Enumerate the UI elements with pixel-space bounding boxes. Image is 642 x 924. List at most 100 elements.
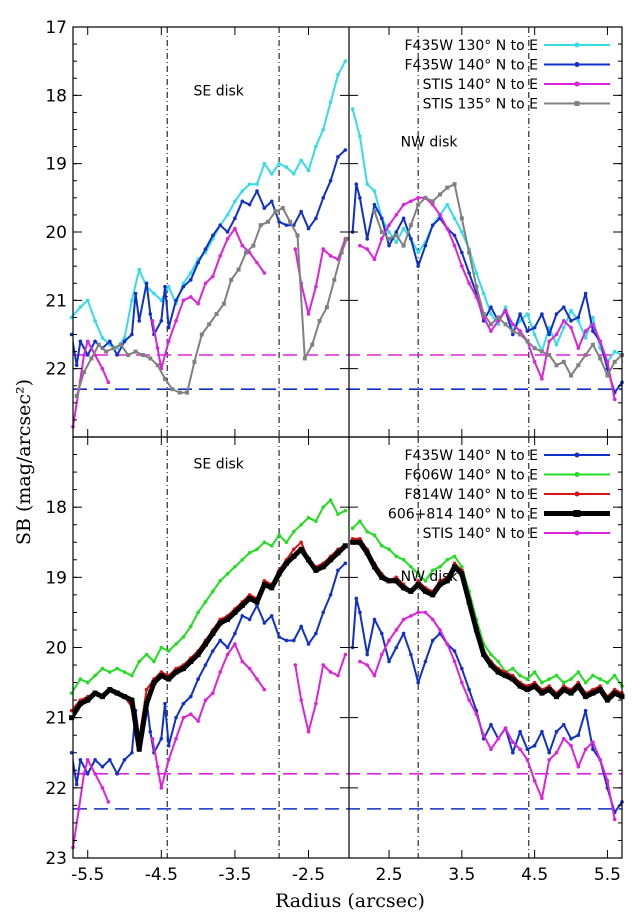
data-point-1-0-left-25 — [225, 645, 230, 650]
legend-label-0-3: STIS 135° N to E — [423, 97, 538, 113]
data-point-1-3-left-12 — [158, 673, 164, 679]
data-point-1-0-right-26 — [532, 743, 537, 748]
data-point-0-3-left-12 — [163, 376, 167, 381]
data-point-0-2-right-6 — [401, 202, 406, 207]
data-point-0-1-right-10 — [416, 264, 420, 268]
annotation-nw-disk-1: NW disk — [401, 569, 459, 585]
data-point-1-0-left-7 — [115, 772, 119, 776]
data-point-0-3-right-7 — [423, 195, 428, 200]
data-point-0-3-left-10 — [148, 356, 153, 361]
data-point-1-0-right-28 — [547, 750, 551, 755]
data-point-0-2-right-1 — [365, 247, 370, 251]
data-point-0-1-left-7 — [115, 353, 119, 357]
data-point-1-1-right-7 — [401, 557, 406, 562]
data-point-1-2-right-27 — [547, 684, 551, 688]
data-point-0-0-left-15 — [181, 281, 186, 286]
data-point-1-3-right-9 — [415, 581, 421, 587]
data-point-0-0-left-8 — [130, 298, 134, 303]
data-point-0-0-right-19 — [489, 312, 493, 316]
legend-label-1-1: F606W 140° N to E — [404, 468, 538, 484]
data-point-1-1-right-14 — [452, 554, 457, 559]
data-point-0-3-right-27 — [569, 373, 574, 378]
data-point-1-3-right-1 — [357, 539, 363, 545]
data-point-0-1-right-11 — [423, 243, 428, 248]
data-point-0-1-left-39 — [328, 178, 333, 183]
data-point-0-2-left-24 — [262, 271, 267, 275]
data-point-1-4-right-25 — [540, 796, 544, 801]
data-point-1-4-right-13 — [452, 659, 457, 664]
data-point-1-1-right-3 — [372, 533, 377, 538]
data-point-1-0-left-9 — [130, 750, 134, 755]
data-point-1-4-left-4 — [93, 772, 97, 776]
data-point-1-3-left-16 — [188, 659, 194, 665]
data-point-1-3-left-25 — [254, 599, 260, 605]
data-point-1-4-right-4 — [387, 638, 391, 643]
data-point-1-4-right-35 — [612, 817, 617, 822]
data-point-0-0-right-29 — [561, 325, 566, 330]
data-point-1-1-left-28 — [277, 533, 281, 538]
data-point-0-1-left-18 — [174, 298, 178, 303]
data-point-1-3-left-19 — [210, 630, 216, 636]
data-point-0-3-right-0 — [372, 209, 377, 214]
data-point-0-3-right-32 — [605, 373, 610, 378]
data-point-1-3-left-10 — [144, 701, 150, 707]
data-point-0-2-left-8 — [150, 319, 155, 323]
data-point-1-1-right-22 — [511, 666, 515, 671]
data-point-0-3-right-18 — [503, 322, 508, 327]
data-point-1-4-left-29 — [314, 701, 318, 706]
data-point-1-1-left-29 — [284, 540, 289, 545]
data-point-0-1-left-20 — [188, 278, 193, 282]
data-point-1-3-left-27 — [269, 585, 275, 591]
data-point-0-3-left-37 — [344, 236, 349, 241]
data-point-1-1-left-1 — [78, 677, 83, 681]
data-point-1-0-right-17 — [467, 687, 471, 692]
data-point-1-1-right-4 — [379, 543, 384, 548]
data-point-1-4-left-15 — [196, 719, 200, 723]
data-point-0-0-right-17 — [474, 271, 479, 275]
data-point-1-1-left-7 — [122, 670, 127, 674]
data-point-0-3-left-16 — [192, 359, 197, 364]
data-point-0-0-right-21 — [503, 305, 508, 309]
data-point-0-3-right-33 — [612, 359, 617, 364]
data-point-0-0-right-7 — [401, 226, 406, 231]
data-point-1-0-left-31 — [269, 614, 274, 618]
data-point-1-0-left-16 — [163, 701, 167, 706]
data-point-1-0-left-26 — [233, 631, 237, 636]
data-point-1-3-right-20 — [495, 669, 501, 675]
data-point-0-1-left-37 — [314, 216, 318, 221]
data-point-1-3-left-0 — [69, 715, 75, 721]
data-point-1-3-left-13 — [166, 676, 172, 682]
data-point-0-0-right-18 — [481, 291, 486, 296]
data-point-0-0-left-28 — [277, 161, 281, 166]
data-point-1-1-right-26 — [540, 680, 544, 685]
data-point-0-1-left-38 — [321, 196, 326, 200]
legend-label-1-3: 606+814 140° N to E — [388, 507, 538, 523]
data-point-1-0-right-29 — [554, 729, 559, 734]
data-point-0-1-left-28 — [247, 202, 252, 207]
data-point-1-1-right-32 — [583, 680, 588, 685]
data-point-0-0-right-24 — [525, 312, 530, 316]
data-point-0-3-left-36 — [339, 250, 344, 255]
data-point-1-0-left-19 — [181, 701, 186, 706]
data-point-0-0-right-6 — [394, 240, 399, 245]
data-point-0-0-left-34 — [321, 127, 326, 132]
data-point-0-3-right-3 — [394, 233, 399, 238]
data-point-0-3-left-26 — [266, 219, 271, 224]
data-point-0-3-right-22 — [532, 346, 537, 351]
data-point-0-0-right-14 — [452, 216, 457, 221]
data-point-1-0-left-13 — [148, 729, 153, 734]
y-tick-label-1-5: 23 — [45, 849, 67, 869]
data-point-0-2-right-26 — [547, 339, 551, 344]
legend-label-0-2: STIS 140° N to E — [423, 77, 538, 93]
data-point-1-0-left-35 — [299, 624, 303, 629]
data-point-0-3-left-17 — [199, 332, 204, 337]
data-point-0-0-right-13 — [445, 202, 450, 207]
data-point-0-0-left-22 — [233, 199, 237, 204]
data-point-1-2-right-1 — [358, 536, 362, 541]
data-point-0-3-right-29 — [583, 353, 588, 357]
data-point-0-1-left-11 — [137, 319, 142, 323]
data-point-1-4-right-17 — [481, 733, 486, 738]
data-point-0-2-right-7 — [409, 199, 413, 204]
data-point-0-2-left-5 — [100, 366, 105, 371]
data-point-1-0-right-5 — [379, 631, 384, 636]
